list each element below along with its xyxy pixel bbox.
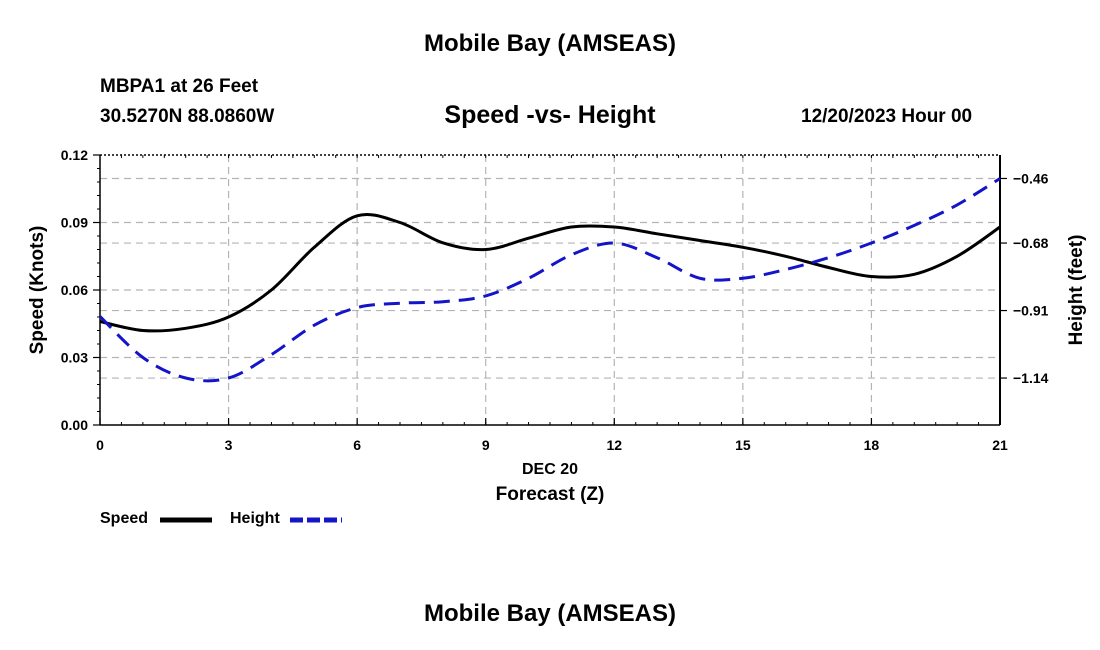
- page-title: Mobile Bay (AMSEAS): [423, 30, 677, 57]
- x-axis-sublabel: DEC 20: [522, 461, 578, 478]
- x-tick-label: 21: [992, 437, 1008, 453]
- y2-tick-label: −1.14: [1013, 370, 1049, 386]
- page-title-repeat: Mobile Bay (AMSEAS): [423, 600, 677, 627]
- y-axis-label: Speed (Knots): [27, 226, 48, 355]
- x-tick-label: 18: [864, 437, 880, 453]
- x-axis-label: Forecast (Z): [496, 484, 605, 505]
- x-tick-label: 6: [353, 437, 361, 453]
- legend-speed-label: Speed: [100, 510, 149, 527]
- x-tick-label: 9: [482, 437, 490, 453]
- forecast-datetime: 12/20/2023 Hour 00: [801, 106, 973, 127]
- y-tick-label: 0.03: [61, 350, 88, 366]
- y-tick-label: 0.06: [61, 282, 88, 298]
- station-label: MBPA1 at 26 Feet: [100, 76, 259, 97]
- y2-tick-label: −0.46: [1013, 170, 1049, 186]
- y2-axis-label: Height (feet): [1066, 235, 1087, 346]
- y-tick-label: 0.09: [61, 215, 88, 231]
- series-line-speed: [99, 212, 1001, 333]
- y-tick-label: 0.00: [61, 417, 88, 433]
- legend-height-label: Height: [230, 510, 280, 527]
- x-tick-label: 3: [225, 437, 233, 453]
- series-line-height: [98, 177, 1001, 383]
- x-tick-label: 12: [606, 437, 622, 453]
- y-tick-label: 0.12: [61, 147, 88, 163]
- x-tick-label: 0: [96, 437, 104, 453]
- y2-tick-label: −0.68: [1013, 235, 1049, 251]
- y2-tick-label: −0.91: [1013, 303, 1049, 319]
- x-tick-label: 15: [735, 437, 751, 453]
- chart-title: Speed -vs- Height: [444, 101, 656, 129]
- coordinates-label: 30.5270N 88.0860W: [100, 106, 275, 127]
